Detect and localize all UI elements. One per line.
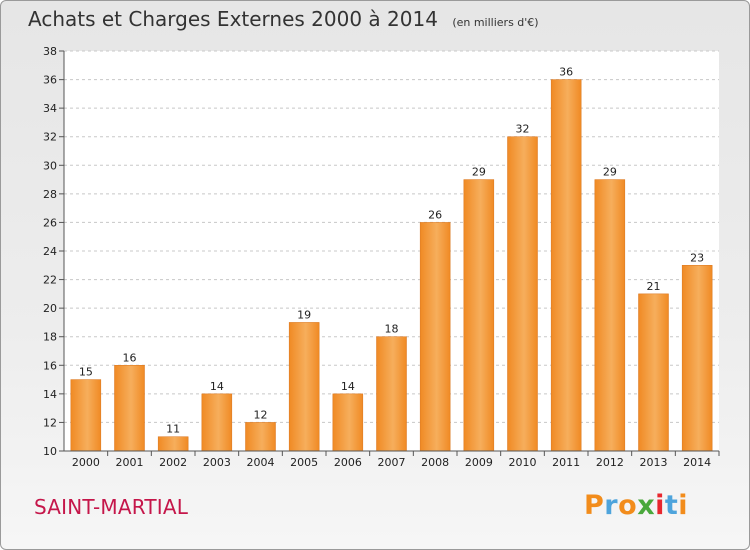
bar	[638, 293, 669, 452]
x-tick-label: 2014	[683, 456, 711, 469]
y-tick-label: 28	[43, 188, 57, 201]
logo-letter: P	[584, 490, 605, 521]
x-tick-label: 2011	[552, 456, 580, 469]
chart-title: Achats et Charges Externes 2000 à 2014 (…	[28, 7, 539, 31]
y-tick-label: 10	[43, 445, 57, 458]
y-tick-label: 36	[43, 74, 57, 87]
logo-letter: o	[618, 490, 638, 521]
data-label: 12	[254, 408, 268, 421]
data-label: 19	[297, 308, 311, 321]
logo-letter: t	[664, 490, 679, 521]
commune-name: SAINT-MARTIAL	[34, 495, 189, 519]
x-tick-label: 2001	[116, 456, 144, 469]
x-axis-ticks: 2000 2001 2002 2003 2004 2005 2006 2007 2008 2009…	[72, 451, 720, 469]
y-tick-label: 12	[43, 416, 57, 429]
x-tick-label: 2002	[159, 456, 187, 469]
y-tick-label: 16	[43, 359, 57, 372]
bar	[332, 393, 364, 452]
y-tick-label: 26	[43, 216, 57, 229]
bar	[594, 179, 626, 452]
data-label: 29	[603, 166, 617, 179]
data-label: 14	[341, 380, 355, 393]
grid-lines	[64, 50, 719, 452]
bar	[157, 436, 189, 452]
x-tick-label: 2009	[465, 456, 493, 469]
x-tick-label: 2006	[334, 456, 362, 469]
y-tick-label: 30	[43, 159, 57, 172]
data-label: 16	[123, 351, 137, 364]
data-label: 14	[210, 380, 224, 393]
x-tick-label: 2008	[421, 456, 449, 469]
y-tick-label: 32	[43, 131, 57, 144]
logo-letter: r	[604, 490, 619, 521]
x-tick-label: 2013	[640, 456, 668, 469]
x-tick-label: 2000	[72, 456, 100, 469]
y-tick-label: 20	[43, 302, 57, 315]
data-label: 32	[516, 123, 530, 136]
data-label: 29	[472, 166, 486, 179]
chart-subtitle: (en milliers d'€)	[452, 16, 539, 29]
y-axis-ticks: 10 12 14 16 18 20 22 24 26 28 30 32 34 36 38	[43, 45, 64, 458]
logo-letter: x	[637, 490, 656, 521]
y-tick-label: 18	[43, 331, 57, 344]
x-tick-label: 2007	[378, 456, 406, 469]
bar	[419, 222, 451, 452]
bar	[288, 322, 320, 452]
bar	[245, 422, 276, 452]
data-label: 21	[647, 280, 661, 293]
bar	[550, 79, 582, 452]
bar	[507, 136, 538, 452]
data-label: 23	[690, 251, 704, 264]
y-tick-label: 34	[43, 102, 57, 115]
bars: 15 16 11 14 12 19 14 18 26 29 32 36 29 21 23	[70, 66, 713, 452]
proxiti-logo[interactable]: Proxiti	[584, 490, 688, 521]
y-tick-label: 14	[43, 388, 57, 401]
x-tick-label: 2005	[290, 456, 318, 469]
bar	[376, 336, 407, 452]
bar	[70, 379, 102, 452]
logo-letter: i	[655, 490, 665, 521]
y-tick-label: 22	[43, 274, 57, 287]
bar	[681, 265, 713, 452]
data-label: 15	[79, 366, 93, 379]
data-label: 11	[166, 423, 180, 436]
data-label: 36	[559, 66, 573, 79]
bar	[114, 365, 145, 452]
x-tick-label: 2003	[203, 456, 231, 469]
logo-letter: i	[678, 490, 689, 521]
x-tick-label: 2012	[596, 456, 624, 469]
bar	[201, 393, 233, 452]
y-tick-label: 24	[43, 245, 57, 258]
x-tick-label: 2004	[247, 456, 275, 469]
chart-title-text: Achats et Charges Externes 2000 à 2014	[28, 7, 438, 31]
y-tick-label: 38	[43, 45, 57, 58]
data-label: 18	[385, 323, 399, 336]
x-tick-label: 2010	[509, 456, 537, 469]
data-label: 26	[428, 208, 442, 221]
bar	[463, 179, 495, 452]
